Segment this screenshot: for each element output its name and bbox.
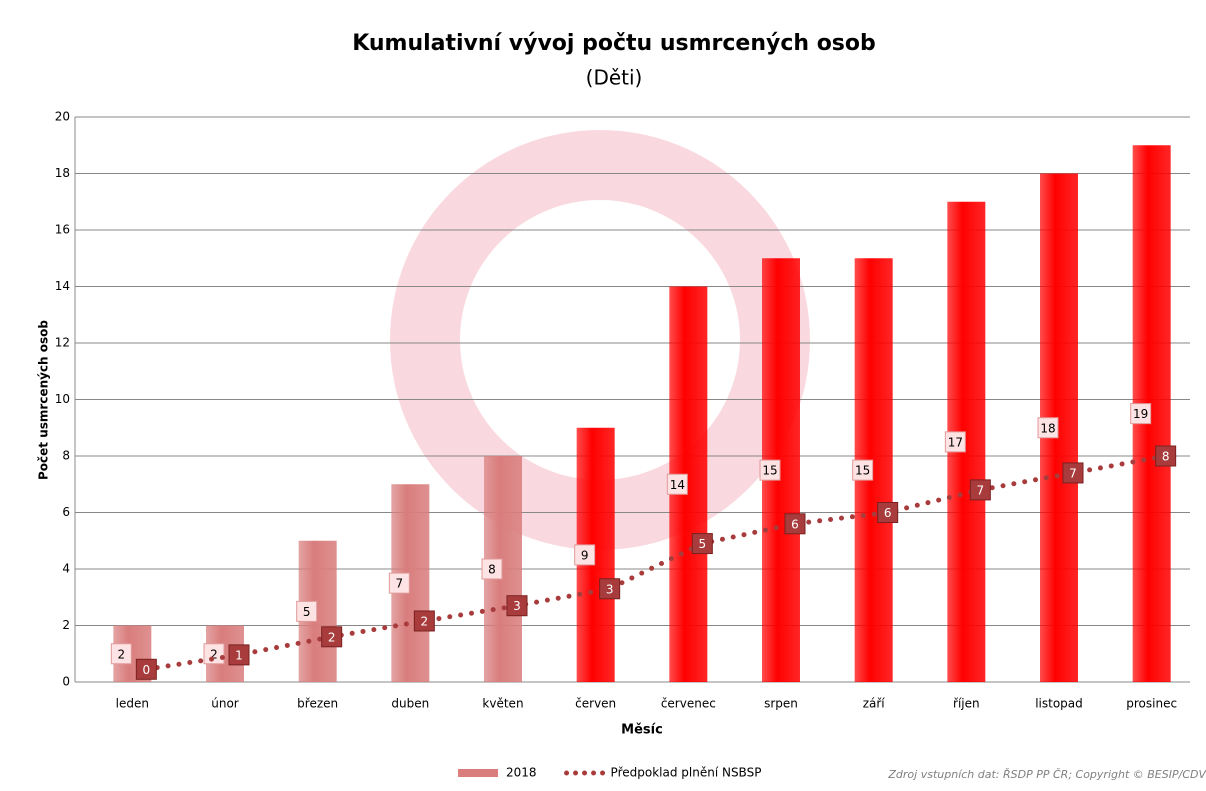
data-label-box: [1130, 403, 1152, 425]
data-label: 18: [1040, 421, 1055, 435]
x-axis-label: Měsíc: [621, 723, 663, 738]
data-label-box: [296, 600, 318, 622]
y-tick-label: 2: [62, 618, 70, 632]
line-label: 6: [791, 517, 799, 531]
data-label: 2: [118, 647, 126, 661]
x-tick-label: duben: [391, 697, 429, 711]
x-tick-label: květen: [482, 697, 523, 711]
data-label: 19: [1133, 407, 1148, 421]
chart-title: Kumulativní vývoj počtu usmrcených osob: [352, 31, 876, 56]
x-tick-label: listopad: [1035, 697, 1083, 711]
line-label-box: [969, 479, 991, 501]
x-tick-label: červenec: [661, 697, 716, 711]
chart-subtitle: (Děti): [586, 66, 643, 90]
y-tick-label: 10: [55, 392, 70, 406]
data-label: 8: [488, 563, 496, 577]
data-label: 15: [855, 464, 870, 478]
line-label: 1: [235, 648, 243, 662]
x-tick-label: leden: [116, 697, 149, 711]
y-tick-label: 18: [55, 166, 70, 180]
data-label-box: [852, 459, 874, 481]
data-label-box: [203, 643, 225, 665]
data-label: 9: [581, 548, 589, 562]
line-label: 7: [977, 483, 985, 497]
x-tick-label: říjen: [953, 697, 980, 711]
line-label-box: [877, 502, 899, 523]
line-label-box: [691, 533, 713, 555]
line-label-box: [413, 610, 435, 632]
legend-label: 2018: [506, 766, 537, 780]
data-label: 17: [948, 435, 963, 449]
y-tick-label: 14: [55, 279, 70, 293]
y-tick-label: 6: [62, 505, 70, 519]
line-label: 6: [884, 506, 892, 520]
data-label: 2: [210, 647, 218, 661]
line-label-box: [135, 658, 157, 680]
data-label-box: [944, 431, 966, 453]
x-tick-label: prosinec: [1126, 697, 1177, 711]
data-label-box: [574, 544, 596, 566]
line-label: 5: [699, 537, 707, 551]
y-tick-label: 12: [55, 336, 70, 350]
y-tick-label: 0: [62, 675, 70, 689]
line-label-box: [228, 644, 250, 666]
legend-swatch: [458, 769, 498, 777]
data-label: 7: [396, 577, 404, 591]
data-label-box: [388, 572, 410, 594]
y-tick-label: 20: [55, 110, 70, 124]
data-label-box: [759, 459, 781, 481]
y-tick-label: 8: [62, 449, 70, 463]
source-note: Zdroj vstupních dat: ŘSDP PP ČR; Copyrig…: [887, 768, 1206, 781]
x-tick-label: srpen: [764, 697, 798, 711]
line-label: 3: [606, 582, 614, 596]
line-label-box: [1155, 445, 1177, 467]
y-tick-label: 4: [62, 562, 70, 576]
x-tick-label: červen: [575, 697, 616, 711]
line-label: 7: [1069, 466, 1077, 480]
line-label-box: [321, 626, 343, 648]
line-label: 8: [1162, 450, 1170, 464]
line-label-box: [506, 595, 528, 617]
data-label: 15: [762, 464, 777, 478]
y-axis-label: Počet usmrcených osob: [37, 320, 51, 480]
line-label-box: [599, 578, 621, 600]
data-label-box: [666, 473, 688, 495]
line-label: 2: [421, 614, 429, 628]
x-tick-label: září: [863, 697, 886, 711]
legend-label: Předpoklad plnění NSBSP: [611, 766, 762, 780]
x-tick-label: březen: [297, 697, 338, 711]
line-label-box: [784, 513, 806, 535]
data-label-box: [110, 643, 132, 665]
line-label-box: [1062, 462, 1084, 484]
y-tick-label: 16: [55, 223, 70, 237]
line-label: 3: [513, 599, 521, 613]
line-label: 0: [143, 663, 151, 677]
data-label: 5: [303, 605, 311, 619]
x-tick-label: únor: [211, 697, 239, 711]
line-label: 2: [328, 630, 336, 644]
data-label-box: [1037, 417, 1059, 439]
data-label: 14: [670, 478, 685, 492]
data-label-box: [481, 558, 503, 580]
